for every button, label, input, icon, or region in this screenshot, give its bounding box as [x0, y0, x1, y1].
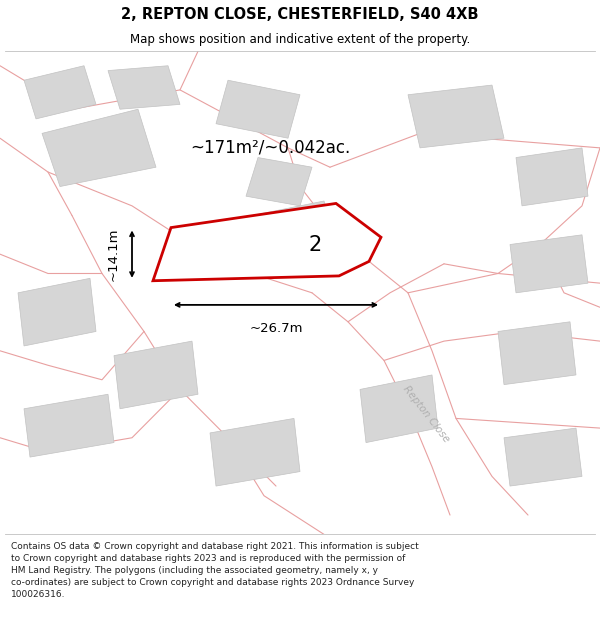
- Polygon shape: [108, 66, 180, 109]
- Polygon shape: [498, 322, 576, 384]
- Polygon shape: [114, 341, 198, 409]
- Polygon shape: [153, 203, 381, 281]
- Polygon shape: [24, 66, 96, 119]
- Text: 2, REPTON CLOSE, CHESTERFIELD, S40 4XB: 2, REPTON CLOSE, CHESTERFIELD, S40 4XB: [121, 7, 479, 22]
- Text: Map shows position and indicative extent of the property.: Map shows position and indicative extent…: [130, 34, 470, 46]
- Text: ~14.1m: ~14.1m: [107, 228, 120, 281]
- Polygon shape: [42, 109, 156, 186]
- Text: ~26.7m: ~26.7m: [249, 322, 303, 335]
- Polygon shape: [228, 201, 342, 274]
- Polygon shape: [360, 375, 438, 442]
- Text: ~171m²/~0.042ac.: ~171m²/~0.042ac.: [190, 139, 350, 157]
- Polygon shape: [504, 428, 582, 486]
- Polygon shape: [18, 278, 96, 346]
- Polygon shape: [408, 85, 504, 148]
- Text: Contains OS data © Crown copyright and database right 2021. This information is : Contains OS data © Crown copyright and d…: [11, 542, 419, 599]
- Text: Repton Close: Repton Close: [401, 383, 451, 444]
- Polygon shape: [510, 235, 588, 292]
- Polygon shape: [516, 148, 588, 206]
- Polygon shape: [210, 418, 300, 486]
- Polygon shape: [24, 394, 114, 457]
- Polygon shape: [216, 80, 300, 138]
- Text: 2: 2: [309, 235, 322, 255]
- Polygon shape: [246, 158, 312, 206]
